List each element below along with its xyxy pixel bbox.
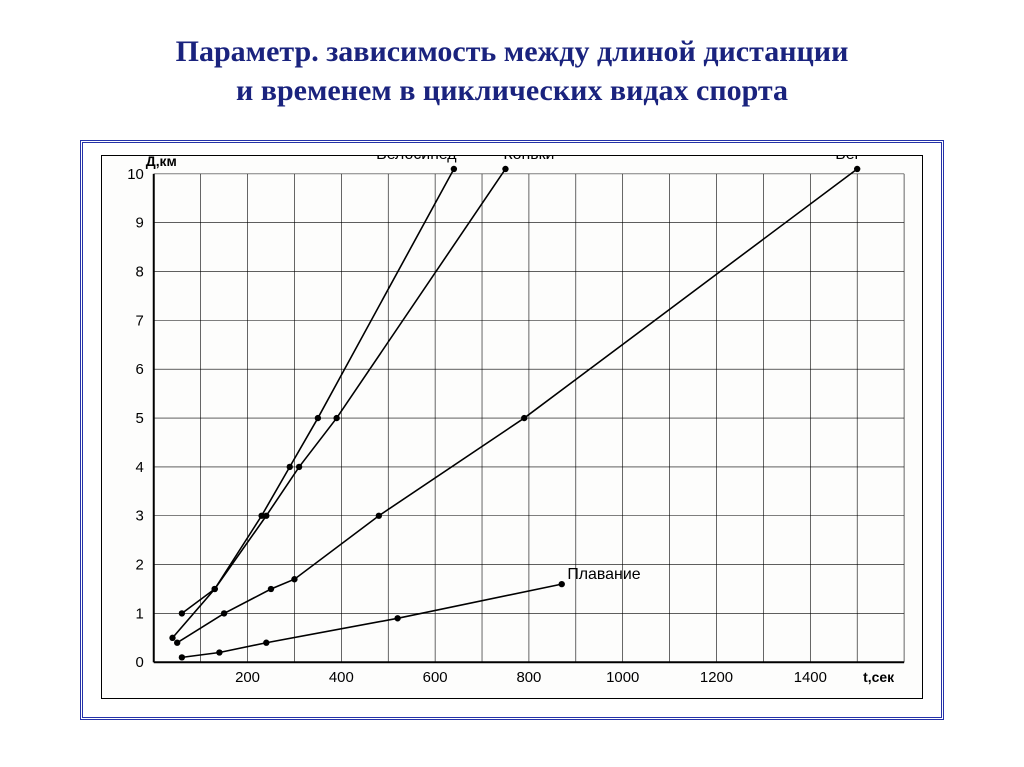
data-point <box>216 649 222 655</box>
y-tick-label: 6 <box>135 362 143 378</box>
chart-frame: 200 400 600 800 1000 1200 1400 0 1 2 3 4 5 6 7 8 9 10Д,км… <box>80 140 944 720</box>
data-point <box>263 513 269 519</box>
series-line <box>173 169 506 638</box>
y-tick-label: 5 <box>135 411 143 427</box>
data-point <box>174 640 180 646</box>
data-point <box>263 640 269 646</box>
y-tick-label: 2 <box>135 558 143 574</box>
x-tick-label: 800 <box>516 670 541 686</box>
chart-inner: 200 400 600 800 1000 1200 1400 0 1 2 3 4 5 6 7 8 9 10Д,км… <box>101 155 923 699</box>
x-tick-label: 1400 <box>794 670 827 686</box>
data-point <box>854 166 860 172</box>
series-line <box>182 584 562 657</box>
data-point <box>169 635 175 641</box>
title-line-2: и временем в циклических видах спорта <box>236 74 788 107</box>
data-point <box>221 610 227 616</box>
data-point <box>376 513 382 519</box>
data-point <box>268 586 274 592</box>
y-tick-label: 7 <box>135 313 143 329</box>
data-point <box>315 415 321 421</box>
data-point <box>179 654 185 660</box>
y-tick-label: 4 <box>135 460 143 476</box>
data-point <box>451 166 457 172</box>
distance-time-chart: 200 400 600 800 1000 1200 1400 0 1 2 3 4 5 6 7 8 9 10Д,км… <box>102 156 922 698</box>
y-tick-label: 10 <box>127 167 144 183</box>
data-point <box>521 415 527 421</box>
x-tick-label: 200 <box>235 670 260 686</box>
y-tick-label: 1 <box>135 606 143 622</box>
data-point <box>287 464 293 470</box>
data-point <box>212 586 218 592</box>
x-tick-label: 400 <box>329 670 354 686</box>
series-line <box>182 169 454 613</box>
y-tick-label: 9 <box>135 216 143 232</box>
y-tick-label: 8 <box>135 265 143 281</box>
series-label: Бег <box>835 156 860 163</box>
data-point <box>179 610 185 616</box>
data-point <box>502 166 508 172</box>
page-title: Параметр. зависимость между длиной диста… <box>0 0 1024 110</box>
y-tick-label: 0 <box>135 655 143 671</box>
x-tick-label: 1200 <box>700 670 733 686</box>
title-line-1: Параметр. зависимость между длиной диста… <box>176 35 849 68</box>
x-axis-label: t,сек <box>863 669 894 685</box>
y-axis-label: Д,км <box>146 156 177 169</box>
data-point <box>394 615 400 621</box>
data-point <box>333 415 339 421</box>
x-tick-label: 1000 <box>606 670 639 686</box>
y-tick-label: 3 <box>135 509 143 525</box>
data-point <box>291 576 297 582</box>
series-label: Плавание <box>567 566 640 583</box>
data-point <box>296 464 302 470</box>
x-tick-label: 600 <box>423 670 448 686</box>
series-label: Велосипед <box>376 156 456 163</box>
series-label: Коньки <box>503 156 554 163</box>
data-point <box>559 581 565 587</box>
series-line <box>177 169 857 643</box>
